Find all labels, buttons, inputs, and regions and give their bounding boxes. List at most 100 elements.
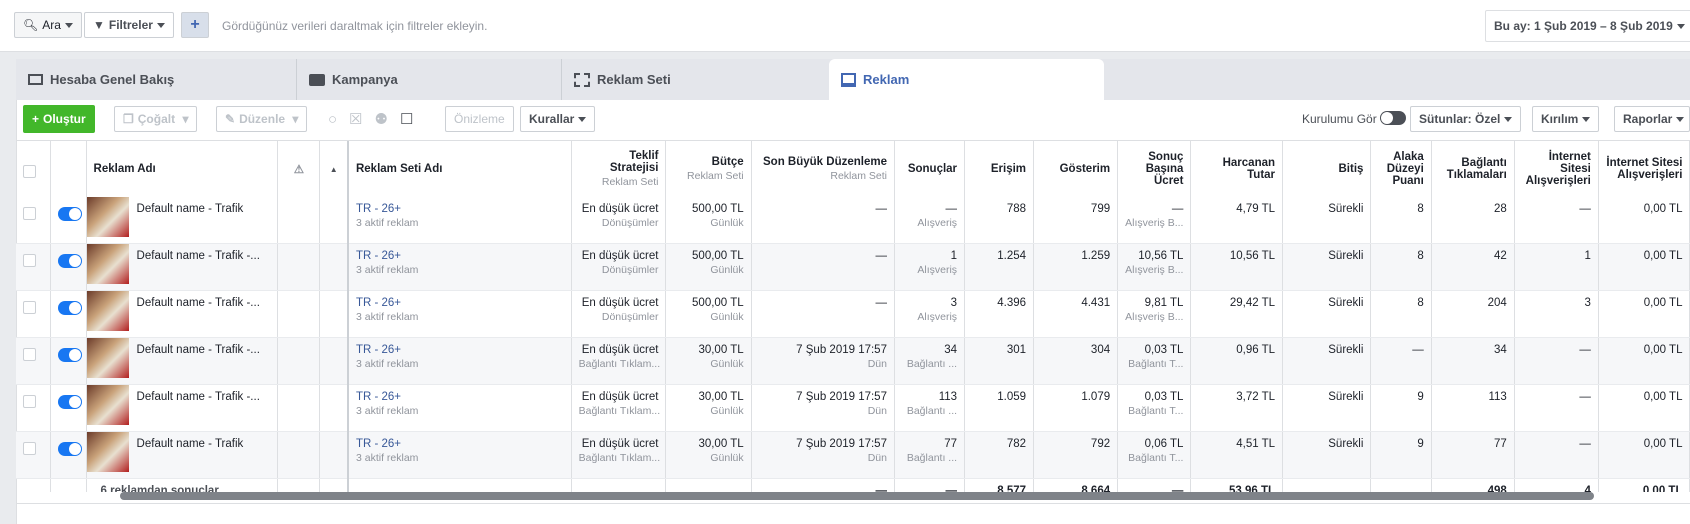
cell (16, 337, 51, 385)
cell-sub: Günlük (710, 405, 744, 417)
cell (277, 478, 321, 492)
column-header: Reklam Adı (86, 141, 279, 197)
cell-text: Default name - Trafik (136, 438, 244, 450)
scrollbar[interactable] (120, 492, 1594, 500)
preview-button[interactable]: Önizleme (445, 106, 514, 132)
columns-button[interactable]: Sütunlar: Özel (1410, 106, 1522, 132)
checkbox[interactable] (23, 348, 36, 361)
cell: 1.254 (964, 243, 1035, 291)
cell-text: Sürekli (1328, 203, 1364, 215)
cell-text: — (1579, 344, 1591, 356)
tab-label: Kampanya (332, 72, 398, 87)
ad-row: Default name - Trafik -... TR - 26+ 3 akti… (16, 290, 1690, 338)
cell: 29,42 TL (1190, 290, 1284, 338)
totals-row: 6 reklamdan sonuçlar — — 8.577Kişi8.664Topl… (16, 478, 1690, 492)
ad-toggle[interactable] (57, 395, 82, 409)
cell-text: 0,00 TL (1643, 250, 1683, 262)
ad-toggle[interactable] (57, 301, 82, 315)
breakdown-label: Kırılım (1541, 112, 1579, 126)
reports-button[interactable]: Raporlar (1614, 106, 1690, 132)
cell-text: 53,96 TL (1229, 485, 1276, 492)
edit-button[interactable]: ✎ Düzenle ▾ (216, 106, 308, 132)
ad-toggle[interactable] (57, 254, 82, 268)
cell-text: 304 (1090, 344, 1111, 356)
cell-text: — (945, 485, 958, 492)
search-button[interactable]: 🔍︎ Ara (14, 12, 82, 38)
cell-text: 1 (1584, 250, 1591, 262)
cell-text: — (945, 203, 958, 215)
cell-text: 42 (1493, 250, 1507, 262)
column-header: ▲ (319, 141, 349, 197)
checkbox[interactable] (23, 442, 36, 455)
cell: TR - 26+ 3 aktif reklam (347, 337, 572, 385)
checkbox[interactable] (23, 164, 36, 178)
cell-sub: Alışveriş (917, 311, 958, 323)
cell-text: Sürekli (1328, 250, 1364, 262)
tab[interactable]: Hesaba Genel Bakış (16, 59, 296, 100)
column-header: ⚠ (277, 141, 321, 197)
header-label: İnternet Sitesi Alışverişleri (1606, 157, 1683, 181)
filters-button[interactable]: ▼ Filtreler (84, 12, 174, 38)
cell-text: 6 reklamdan sonuçlar (100, 485, 219, 492)
tab[interactable]: Kampanya (296, 59, 561, 100)
cell-sub: Bağlantı Tıklam... (578, 358, 661, 370)
cell-text: 29,42 TL (1229, 297, 1276, 309)
column-header: Alaka Düzeyi Puanı (1370, 141, 1432, 197)
cell (16, 384, 51, 432)
rules-button[interactable]: Kurallar (520, 106, 596, 132)
cell (277, 431, 321, 479)
cell: En düşük ücret Bağlantı Tıklam... (571, 384, 667, 432)
ad-toggle[interactable] (57, 207, 82, 221)
cell: En düşük ücret Dönüşümler (571, 197, 667, 244)
header-label: Bağlantı Tıklamaları (1446, 157, 1507, 181)
cell-text: TR - 26+ (355, 438, 402, 450)
cell (50, 243, 87, 291)
duplicate-button[interactable]: ❐ Çoğalt ▾ (114, 106, 198, 132)
cell: — (1514, 337, 1599, 385)
cell (319, 197, 349, 244)
header-sub: Reklam Seti (601, 176, 659, 188)
cell-text: 77 (1493, 438, 1507, 450)
checkbox[interactable] (23, 301, 36, 314)
ad-toggle[interactable] (57, 348, 82, 362)
toolbar: 🔍︎ Ara ▼ Filtreler + Gördüğünüz verileri d… (0, 0, 1690, 52)
tab-active[interactable]: Reklam (829, 59, 1104, 100)
cell (50, 478, 87, 492)
checkbox[interactable] (23, 254, 36, 267)
cell: 34 Bağlantı ... (894, 337, 966, 385)
cell: 8 (1370, 197, 1432, 244)
cell (319, 431, 349, 479)
checkbox[interactable] (23, 395, 36, 408)
cell: 8.664Toplam (1033, 478, 1119, 492)
header-label: Alaka Düzeyi Puanı (1386, 151, 1424, 187)
cell-sub: Günlük (710, 217, 744, 229)
cell: — (894, 478, 966, 492)
ad-toggle[interactable] (57, 442, 82, 456)
date-range[interactable]: Bu ay: 1 Şub 2019 – 8 Şub 2019 (1485, 10, 1690, 42)
tab-label: Hesaba Genel Bakış (50, 72, 175, 87)
cell-text: 500,00 TL (692, 297, 744, 309)
cell-text: 7 Şub 2019 17:57 (796, 344, 887, 356)
cell-sub: 3 aktif reklam (355, 405, 419, 417)
checkbox[interactable] (23, 207, 36, 220)
cell-text: Default name - Trafik -... (136, 391, 260, 403)
cell-text: TR - 26+ (355, 344, 402, 356)
cell-text: 0,03 TL (1144, 344, 1184, 356)
tab[interactable]: Reklam Seti (561, 59, 829, 100)
add-filter[interactable]: + (181, 12, 209, 38)
column-header: Bağlantı Tıklamaları (1431, 141, 1515, 197)
column-header (50, 141, 87, 197)
create-button[interactable]: + Oluştur (23, 105, 95, 133)
cell-text: 30,00 TL (698, 391, 744, 403)
cell: Sürekli (1282, 384, 1372, 432)
tab-label: Reklam (863, 72, 910, 87)
setup-toggle[interactable] (1380, 111, 1406, 125)
header-label: Son Büyük Düzenleme (763, 156, 887, 168)
cell-text: 500,00 TL (692, 203, 744, 215)
cell: Sürekli (1282, 431, 1372, 479)
cell-text: — (875, 485, 887, 492)
cell: 4,51 TL (1190, 431, 1284, 479)
cell: Default name - Trafik (86, 197, 279, 244)
cell (277, 290, 321, 338)
breakdown-button[interactable]: Kırılım (1532, 106, 1600, 132)
